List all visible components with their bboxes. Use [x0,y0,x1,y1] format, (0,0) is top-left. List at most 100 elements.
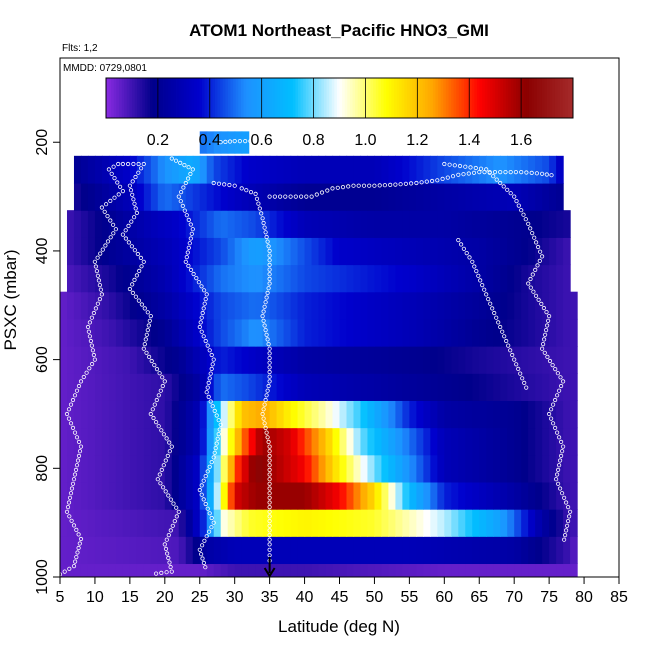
colorbar-segment [113,78,117,118]
heatmap-cell [220,155,229,184]
heatmap-cell [388,318,396,347]
heatmap-cell [192,427,201,456]
flight-track-point [66,500,72,505]
colorbar-segment [422,78,426,118]
heatmap-cell [521,182,529,211]
heatmap-cell [451,509,459,537]
flight-track-point [92,259,98,264]
heatmap-cell [192,210,201,238]
heatmap-cell [122,454,131,483]
flight-track-point [264,332,269,337]
heatmap-cell [465,182,473,211]
flight-track-point [215,436,220,441]
heatmap-cell [528,454,536,483]
heatmap-cell [178,509,187,537]
flight-track-layer [60,139,573,577]
flight-track-point [267,272,272,277]
heatmap-cell [465,291,473,320]
colorbar-segment [121,78,125,118]
heatmap-cell [416,509,424,537]
flight-track-point [261,407,266,412]
heatmap-cell [430,291,438,320]
heatmap-cell [206,264,215,293]
flight-track-point [377,183,382,188]
heatmap-cell [276,454,285,483]
heatmap-cell [465,373,473,401]
flight-track-point [563,528,569,533]
flight-track-point [116,161,121,167]
heatmap-cell [514,427,522,456]
flight-track-point [132,248,137,253]
flight-track-point [539,346,545,351]
flight-track-point [142,341,147,347]
heatmap-cell [255,373,264,401]
flight-track-point [253,139,258,144]
heatmap-cell [206,131,215,154]
heatmap-cell [374,237,383,266]
heatmap-cell [465,563,473,577]
heatmap-cell [227,454,236,483]
heatmap-cell [80,237,89,266]
heatmap-cell [87,400,96,429]
flight-track-point [461,246,466,251]
heatmap-cell [332,210,341,238]
heatmap-cell [402,563,410,577]
heatmap-cell [374,400,383,429]
heatmap-cell [101,291,110,320]
flight-track-point [66,416,72,421]
flight-track-point [128,188,134,193]
flight-track-point [93,306,99,311]
heatmap-cell [367,509,376,537]
heatmap-cell [542,291,550,320]
heatmap-cell [451,182,459,211]
heatmap-cell [213,346,222,374]
heatmap-cell [332,509,341,537]
flight-track-point [71,563,77,569]
flight-track-point [531,289,536,294]
flight-track-point [267,481,272,486]
heatmap-cell [388,182,396,211]
heatmap-cell [178,264,187,293]
heatmap-cell [220,237,229,266]
heatmap-cell [129,427,138,456]
heatmap-cell [339,210,348,238]
heatmap-cell [402,318,410,347]
heatmap-cell [87,182,96,211]
heatmap-cell [143,182,152,211]
heatmap-cell [486,454,494,483]
heatmap-cell [458,481,466,510]
colorbar-segment [378,78,382,118]
x-tick-label: 55 [400,589,418,606]
flight-track-point [186,217,191,222]
heatmap-cell [185,155,194,184]
heatmap-cell [395,373,403,401]
heatmap-cell [276,536,285,565]
heatmap-cell [234,427,243,456]
heatmap-cell [521,427,529,456]
heatmap-cell [87,210,96,238]
heatmap-cell [136,481,145,510]
heatmap-cell [514,400,522,429]
heatmap-cell [521,237,529,266]
flight-track-point [486,296,491,302]
heatmap-cell [563,373,571,401]
heatmap-cell [290,563,299,577]
flight-track-point [204,292,209,297]
flight-track-point [554,393,560,398]
heatmap-cell [213,155,222,184]
heatmap-cell [171,346,180,374]
flight-track-point [169,569,174,574]
x-tick-label: 30 [226,589,244,606]
flight-track-point [68,402,74,407]
heatmap-cell [458,155,466,184]
heatmap-cell [430,346,438,374]
flight-track-point [544,172,549,177]
heatmap-cell [262,373,271,401]
heatmap-cell [136,563,145,577]
heatmap-cell [255,563,264,577]
heatmap-cell [325,427,334,456]
heatmap-cell [241,536,250,565]
heatmap-cell [101,400,110,429]
heatmap-cell [514,155,522,184]
flight-track-point [217,427,222,432]
